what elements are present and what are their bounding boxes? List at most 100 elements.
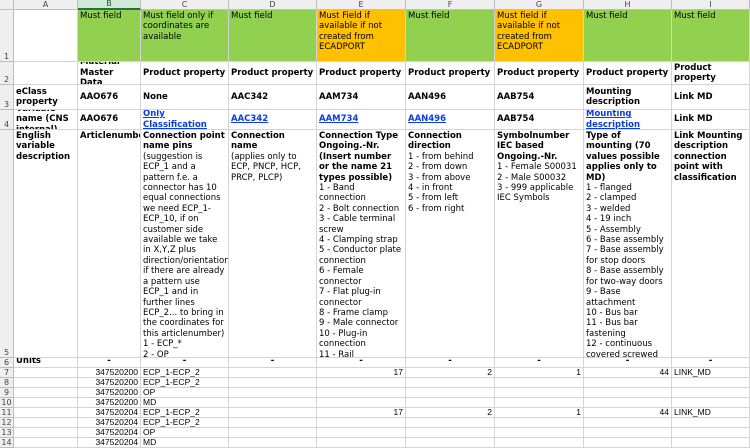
cell[interactable] [406,428,495,438]
row-header[interactable]: 8 [0,378,14,388]
row-header[interactable]: 4 [0,110,14,130]
cell[interactable] [406,378,495,388]
cell[interactable]: Connection point name pins (suggestion is… [141,130,229,358]
cell[interactable] [495,388,584,398]
cell[interactable] [584,428,672,438]
cell[interactable]: Must field only if coordinates are avail… [141,10,229,62]
cell[interactable]: - [406,358,495,368]
cell[interactable]: AAO676 [78,85,141,110]
cell[interactable] [495,398,584,408]
link[interactable]: AAN496 [408,114,447,125]
cell[interactable]: 17 [317,368,406,378]
cell[interactable]: AAM734 [317,110,406,130]
cell[interactable]: AAN496 [406,110,495,130]
link[interactable]: AAM734 [319,114,359,125]
cell[interactable]: Variable name (CNS internal) [14,110,78,130]
cell[interactable]: ECP_1-ECP_2 [141,408,229,418]
cell[interactable] [229,438,317,448]
column-header[interactable]: A [14,0,78,10]
row-header[interactable]: 12 [0,418,14,428]
cell[interactable]: Mounting description [584,85,672,110]
cell[interactable]: Product property [584,62,672,85]
cell[interactable]: 44 [584,408,672,418]
cell[interactable]: Must field [78,10,141,62]
cell[interactable]: Type of mounting (70 values possible app… [584,130,672,358]
cell[interactable] [584,378,672,388]
cell[interactable]: - [317,358,406,368]
cell[interactable] [14,378,78,388]
cell[interactable]: ECP_1-ECP_2 [141,368,229,378]
row-header[interactable]: 2 [0,62,14,85]
cell[interactable] [495,438,584,448]
row-header[interactable]: 5 [0,130,14,358]
cell[interactable] [672,388,750,398]
cell[interactable] [14,438,78,448]
row-header[interactable]: 11 [0,408,14,418]
cell[interactable]: Product property [672,62,750,85]
cell[interactable]: LINK_MD [672,368,750,378]
cell[interactable]: MD [141,438,229,448]
cell[interactable] [14,408,78,418]
cell[interactable]: 347520200 [78,398,141,408]
cell[interactable]: Must field [229,10,317,62]
column-header[interactable]: G [495,0,584,10]
cell[interactable]: 44 [584,368,672,378]
cell[interactable]: Must field [406,10,495,62]
cell[interactable]: Articlenumber [78,130,141,358]
column-header[interactable]: E [317,0,406,10]
row-header[interactable]: 9 [0,388,14,398]
column-header[interactable]: H [584,0,672,10]
cell[interactable]: AAM734 [317,85,406,110]
cell[interactable]: Only Classification [141,110,229,130]
cell[interactable]: - [584,358,672,368]
cell[interactable] [14,428,78,438]
cell[interactable] [672,378,750,388]
cell[interactable]: 1 [495,368,584,378]
cell[interactable]: Product property [229,62,317,85]
cell[interactable]: LINK_MD [672,408,750,418]
cell[interactable] [317,428,406,438]
cell[interactable] [317,398,406,408]
cell[interactable]: 347520200 [78,388,141,398]
column-header[interactable]: F [406,0,495,10]
cell[interactable] [229,398,317,408]
column-header[interactable]: B [78,0,141,10]
cell[interactable]: - [672,358,750,368]
cell[interactable] [406,388,495,398]
cell[interactable] [672,398,750,408]
cell[interactable] [229,368,317,378]
cell[interactable] [406,438,495,448]
cell[interactable]: eClass property [14,85,78,110]
cell[interactable] [317,388,406,398]
link[interactable]: AAC342 [231,114,269,125]
cell[interactable]: English variable description [14,130,78,358]
cell[interactable]: Connection Type Ongoing.-Nr. (Insert num… [317,130,406,358]
cell[interactable]: ECP_1-ECP_2 [141,418,229,428]
cell[interactable] [584,398,672,408]
cell[interactable] [317,438,406,448]
cell[interactable] [495,378,584,388]
cell[interactable] [14,368,78,378]
cell[interactable]: 347520204 [78,408,141,418]
cell[interactable] [317,418,406,428]
cell[interactable] [14,10,78,62]
cell[interactable]: ECP_1-ECP_2 [141,378,229,388]
cell[interactable]: OP [141,388,229,398]
row-header[interactable]: 10 [0,398,14,408]
cell[interactable]: - [229,358,317,368]
column-header[interactable]: I [672,0,750,10]
cell[interactable]: - [78,358,141,368]
cell[interactable]: AAB754 [495,85,584,110]
cell[interactable]: 347520204 [78,418,141,428]
cell[interactable] [14,388,78,398]
cell[interactable]: AAN496 [406,85,495,110]
cell[interactable]: Must Field if available if not created f… [317,10,406,62]
cell[interactable]: 2 [406,368,495,378]
cell[interactable]: Product property [141,62,229,85]
cell[interactable]: Connection direction 1 - from behind 2 - f… [406,130,495,358]
cell[interactable]: 347520200 [78,378,141,388]
cell[interactable] [672,438,750,448]
cell[interactable]: OP [141,428,229,438]
cell[interactable] [584,438,672,448]
cell[interactable] [584,388,672,398]
